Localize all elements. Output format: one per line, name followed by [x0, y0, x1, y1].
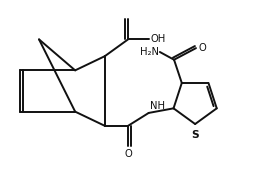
Text: O: O — [124, 149, 132, 159]
Text: S: S — [191, 130, 199, 141]
Text: H₂N: H₂N — [140, 47, 158, 57]
Text: O: O — [198, 43, 206, 53]
Text: NH: NH — [150, 101, 165, 111]
Text: OH: OH — [150, 34, 165, 44]
